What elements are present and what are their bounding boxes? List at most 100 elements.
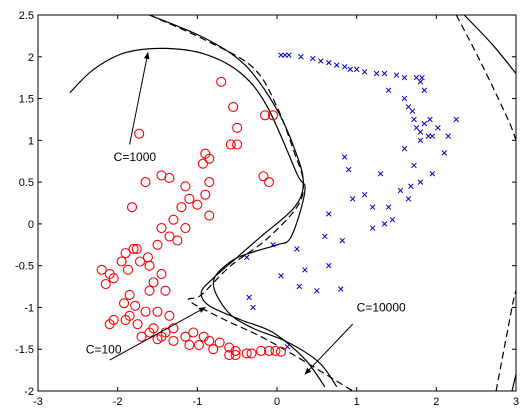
cross-point	[353, 66, 360, 73]
cross-point	[409, 108, 416, 114]
dashed-boundary-line	[495, 290, 516, 391]
cross-point	[385, 204, 392, 210]
cross-point	[401, 145, 408, 152]
cross-point	[369, 225, 376, 231]
cross-point	[278, 52, 284, 58]
solid-boundary-line	[149, 15, 326, 388]
circle-point	[275, 346, 287, 357]
cross-point	[296, 283, 303, 290]
annotation-arrow	[109, 307, 206, 361]
x-tick-label: 2	[433, 396, 439, 408]
circle-point	[120, 314, 131, 326]
cross-point	[298, 54, 304, 60]
x-tick-label: 0	[274, 396, 280, 408]
circle-point	[246, 348, 257, 359]
circle-point	[216, 76, 227, 87]
annotations: C=1000 C=100 C=10000	[86, 51, 406, 375]
circle-point	[136, 331, 147, 342]
cross-point	[347, 66, 354, 73]
circle-point	[232, 122, 243, 133]
cross-point	[421, 120, 428, 127]
cross-point	[421, 87, 428, 93]
circle-point	[132, 319, 143, 330]
circle-point	[122, 264, 134, 275]
circle-point	[120, 248, 131, 259]
circle-point	[124, 289, 135, 300]
circle-point	[224, 342, 235, 353]
x-tick-label: -1	[192, 396, 202, 408]
cross-point	[413, 74, 420, 81]
cross-point	[349, 196, 356, 202]
circle-point	[134, 128, 145, 139]
circle-point	[192, 199, 203, 210]
circle-point	[140, 177, 151, 188]
circle-point	[164, 310, 175, 321]
circle-point	[214, 337, 225, 348]
cross-point	[322, 233, 328, 240]
y-tick-label: 0	[28, 219, 34, 231]
y-tick-label: -1.5	[15, 344, 34, 356]
cross-point	[405, 196, 412, 202]
circle-point	[263, 345, 275, 356]
cross-point	[381, 221, 388, 227]
circle-point	[204, 177, 215, 188]
cross-point	[284, 343, 291, 350]
circle-point	[118, 298, 130, 309]
cross-point	[339, 237, 346, 244]
cross-point	[435, 125, 441, 131]
circle-point	[259, 110, 271, 121]
circle-point	[152, 306, 163, 317]
circle-point	[144, 327, 155, 338]
cross-point	[369, 204, 376, 210]
circle-point	[263, 177, 275, 188]
circle-point	[256, 345, 267, 356]
circle-point	[176, 202, 187, 213]
y-tick-label: -1	[24, 302, 34, 314]
cross-point	[413, 125, 420, 131]
circle-point	[172, 235, 183, 246]
circle-point	[232, 139, 243, 150]
cross-point	[294, 246, 300, 252]
cross-point	[270, 242, 276, 248]
cross-point	[318, 58, 324, 64]
cross-point	[286, 52, 292, 58]
circle-point	[180, 223, 191, 234]
circle-point	[164, 231, 175, 242]
y-tick-label: -2	[24, 386, 34, 398]
circle-point	[152, 334, 163, 345]
solid-boundary-line	[511, 374, 516, 391]
circle-point	[204, 153, 215, 164]
cross-point	[429, 171, 436, 177]
x-tick-label: 1	[354, 396, 360, 408]
circle-point	[228, 101, 239, 112]
circle-point	[267, 110, 279, 121]
cross-point	[419, 74, 425, 81]
circle-point	[160, 327, 171, 338]
cross-point	[417, 179, 424, 185]
annotation-arrow	[304, 323, 354, 375]
cross-point	[326, 59, 332, 66]
annotation-label: C=100	[86, 342, 122, 356]
cross-point	[341, 64, 348, 70]
circle-point	[224, 350, 235, 361]
circle-point	[230, 350, 241, 361]
plot-area	[37, 14, 517, 392]
cross-point	[393, 72, 400, 78]
circle-point	[104, 319, 115, 330]
y-tick-label: -0.5	[15, 261, 34, 273]
circle-point	[241, 348, 252, 359]
cross-point	[401, 95, 408, 102]
circle-point	[116, 256, 127, 267]
circle-point	[208, 344, 219, 355]
cross-point	[397, 187, 404, 194]
data-points	[96, 52, 460, 361]
cross-point	[405, 104, 412, 110]
cross-point	[310, 55, 316, 62]
annotation-label: C=10000	[357, 301, 406, 315]
cross-point	[337, 286, 344, 292]
solid-boundary-line	[463, 15, 516, 74]
circle-point	[200, 189, 211, 200]
cross-point	[453, 116, 460, 123]
cross-point	[408, 183, 414, 190]
circle-point	[140, 306, 151, 317]
